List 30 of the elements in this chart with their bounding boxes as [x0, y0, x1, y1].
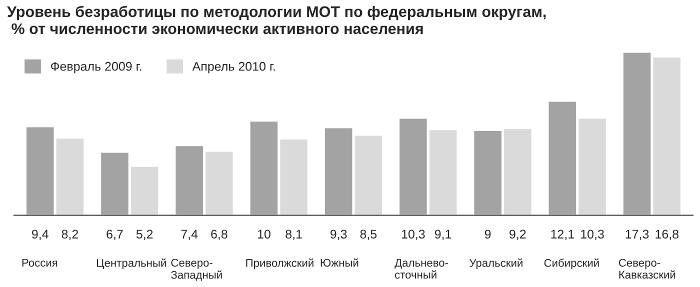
data-label: 7,4 — [181, 230, 198, 240]
data-label: 8,1 — [286, 230, 302, 240]
data-label: 12,1 — [551, 230, 574, 240]
x-tick-label: Северо- Кавказский — [618, 258, 676, 279]
data-label: 9,1 — [434, 230, 452, 240]
data-label: 5,2 — [136, 230, 153, 240]
data-label: 16,8 — [656, 230, 679, 240]
data-label: 10,3 — [581, 230, 604, 240]
data-label: 9,3 — [330, 230, 347, 240]
data-label: 6,7 — [106, 230, 123, 240]
x-tick-label: Центральный — [96, 258, 166, 270]
data-label: 8,2 — [62, 230, 78, 240]
data-label: 17,3 — [626, 230, 649, 240]
x-tick-label: Дальнево- сточный — [394, 258, 448, 279]
x-tick-label: Южный — [320, 258, 358, 267]
x-tick-label: Уральский — [469, 258, 522, 270]
data-label: 6,8 — [211, 230, 228, 240]
data-label: 10 — [258, 230, 270, 239]
data-label: 8,5 — [360, 230, 377, 240]
x-tick-label: Сибирский — [544, 258, 599, 270]
data-label: 9,4 — [32, 230, 48, 240]
legend-label: Февраль 2009 г. — [50, 62, 142, 74]
data-label: 10,3 — [402, 230, 425, 240]
x-tick-label: Приволжский — [246, 258, 314, 270]
data-label: 9,2 — [510, 230, 526, 240]
legend-label: Апрель 2010 г. — [192, 62, 275, 74]
x-tick-label: Северо- Западный — [171, 258, 222, 281]
data-label: 9 — [484, 230, 491, 239]
x-tick-label: Россия — [22, 258, 58, 267]
chart-title: Уровень безработицы по методологии МОТ по федеральным округам, % от численности экономически активного населения — [7, 6, 546, 34]
